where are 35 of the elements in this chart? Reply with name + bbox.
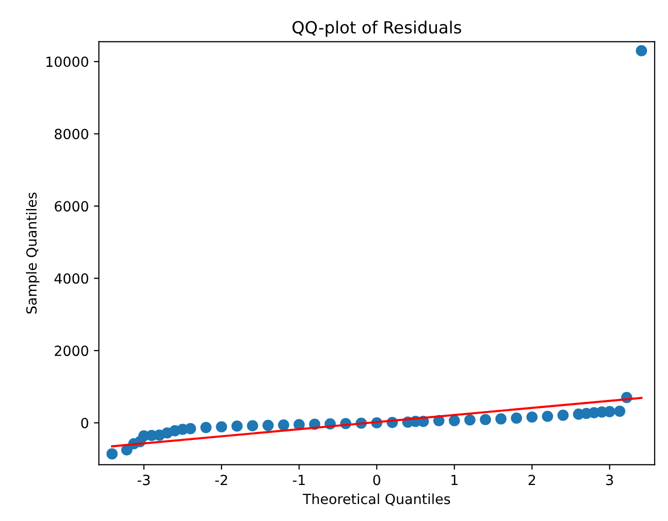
x-tick-label: 0 [373,474,380,486]
y-tick-label: 4000 [54,273,88,284]
point [231,420,243,432]
point [216,421,228,432]
point [542,410,554,422]
point [510,412,522,424]
point [464,414,476,426]
x-tick-label: -2 [215,474,228,486]
x-tick-label: 1 [451,474,458,486]
x-tick-label: 3 [606,474,613,486]
point [636,45,648,56]
x-axis-title: Theoretical Quantiles [302,493,450,506]
x-tick-label: 2 [528,474,536,486]
point [246,420,258,432]
point [106,448,118,460]
point [184,423,196,434]
y-tick-label: 10000 [46,56,88,68]
point [495,413,507,424]
point [480,414,492,426]
x-tick-label: -1 [292,474,305,486]
point [200,422,212,434]
point [557,410,569,421]
point [604,406,616,418]
point [278,419,290,431]
point [262,420,274,431]
y-tick-label: 2000 [54,346,88,356]
x-tick-label: -3 [138,474,150,486]
point [614,406,626,417]
y-tick-label: 6000 [54,201,88,212]
y-axis-title: Sample Quantiles [26,192,40,314]
y-tick-label: 0 [81,418,88,428]
point [526,411,538,423]
point [448,415,460,426]
chart-title: QQ-plot of Residuals [292,20,462,37]
y-tick-label: 8000 [54,128,88,140]
